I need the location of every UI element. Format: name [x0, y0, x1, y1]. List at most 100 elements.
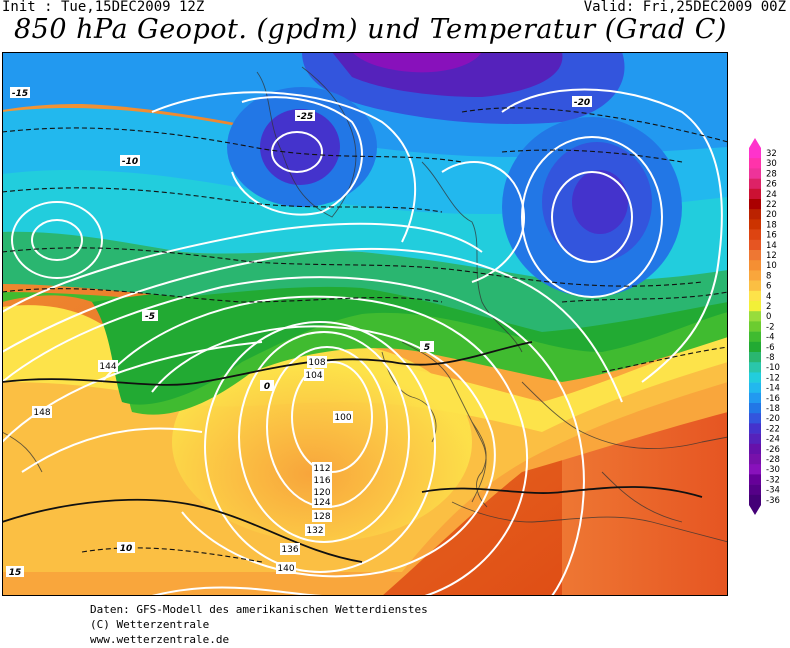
svg-text:116: 116 — [313, 476, 330, 486]
weather-map: 100 104 108 112 116 120 124 128 132 136 … — [2, 52, 728, 596]
svg-text:112: 112 — [313, 464, 330, 474]
legend-label: 2 — [766, 302, 771, 312]
legend-cell — [749, 219, 761, 230]
legend-cell — [749, 484, 761, 496]
legend-cell — [749, 209, 761, 220]
legend-cell — [749, 341, 761, 353]
legend-label: 12 — [766, 251, 777, 261]
legend-cell — [749, 290, 761, 302]
legend-label: 26 — [766, 180, 777, 190]
footer-copyright: (C) Wetterzentrale — [90, 618, 210, 631]
svg-text:-15: -15 — [12, 89, 28, 99]
label-5: 5 — [420, 341, 434, 353]
legend-label: 28 — [766, 169, 777, 179]
svg-text:10: 10 — [120, 544, 133, 554]
label-112: 112 — [312, 462, 332, 474]
legend-label: -14 — [766, 384, 780, 394]
svg-text:-25: -25 — [297, 112, 313, 122]
label-124: 124 — [312, 496, 332, 508]
legend-cell — [749, 148, 761, 159]
legend-cell — [749, 178, 761, 190]
svg-text:148: 148 — [33, 408, 50, 418]
map-title: 850 hPa Geopot. (gpdm) und Temperatur (G… — [14, 14, 727, 45]
svg-text:-10: -10 — [122, 157, 138, 167]
legend-label: -34 — [766, 486, 780, 496]
legend-label: 18 — [766, 220, 777, 230]
legend-cell — [749, 158, 761, 169]
legend-cell — [749, 392, 761, 404]
geopotential-labels: 100 104 108 112 116 120 124 128 132 136 … — [32, 356, 353, 574]
legend-label: 30 — [766, 159, 777, 169]
footer-website[interactable]: www.wetterzentrale.de — [90, 633, 230, 646]
label-136: 136 — [280, 543, 300, 555]
label-minus-5: -5 — [142, 310, 158, 322]
label-144: 144 — [98, 360, 118, 372]
label-minus-10: -10 — [120, 155, 140, 167]
legend-label: -28 — [766, 455, 780, 465]
svg-text:15: 15 — [9, 568, 22, 578]
legend-label: -22 — [766, 424, 780, 434]
legend-label: -20 — [766, 414, 780, 424]
legend-label: -2 — [766, 322, 774, 332]
valid-time: Valid: Fri,25DEC2009 00Z — [583, 0, 786, 15]
temperature-legend: 32302826242220181614121086420-2-4-6-8-10… — [749, 138, 780, 515]
legend-cell — [749, 260, 761, 271]
init-time: Init : Tue,15DEC2009 12Z — [2, 0, 205, 15]
legend-cell — [749, 229, 761, 241]
footer-source: Daten: GFS-Modell des amerikanischen Wet… — [90, 603, 428, 616]
label-10: 10 — [117, 542, 135, 554]
svg-text:132: 132 — [306, 526, 323, 536]
svg-text:124: 124 — [313, 498, 330, 508]
legend-label: 0 — [766, 312, 771, 322]
label-128: 128 — [312, 510, 332, 522]
legend-label: 22 — [766, 200, 777, 210]
legend-cell — [749, 352, 761, 363]
svg-text:104: 104 — [305, 371, 322, 381]
svg-text:144: 144 — [99, 362, 116, 372]
legend-label: -26 — [766, 445, 780, 455]
legend-cell — [749, 474, 761, 485]
svg-text:140: 140 — [277, 564, 294, 574]
legend-cell — [749, 464, 761, 475]
legend-cell — [749, 382, 761, 394]
svg-text:136: 136 — [281, 545, 298, 555]
label-120: 120 — [312, 486, 332, 498]
legend-cell — [749, 321, 761, 332]
legend-label: -6 — [766, 343, 774, 353]
legend-cell — [749, 372, 761, 383]
legend-cell — [749, 331, 761, 343]
temperature-labels: -25 -20 -15 -10 -5 0 5 10 15 — [6, 87, 592, 578]
legend-label: -4 — [766, 333, 774, 343]
legend-label: 14 — [766, 241, 777, 251]
legend-arrow-up — [749, 138, 761, 148]
legend-label: 32 — [766, 149, 777, 159]
svg-text:0: 0 — [264, 382, 270, 392]
legend-cell — [749, 311, 761, 322]
temperature-isotherms — [2, 107, 728, 563]
legend-label: 20 — [766, 210, 777, 220]
legend-cell — [749, 270, 761, 281]
legend-cell — [749, 280, 761, 292]
legend-label: -30 — [766, 465, 780, 475]
legend-cell — [749, 239, 761, 251]
legend-label: 24 — [766, 190, 777, 200]
label-minus-25: -25 — [295, 110, 315, 122]
legend-cell — [749, 250, 761, 261]
label-108: 108 — [307, 356, 327, 368]
legend-label: -24 — [766, 435, 780, 445]
label-104: 104 — [304, 369, 324, 381]
legend-arrow-down — [749, 505, 761, 515]
legend-cell — [749, 362, 761, 373]
svg-text:120: 120 — [313, 488, 330, 498]
legend-cell — [749, 443, 761, 455]
legend-cell — [749, 454, 761, 465]
svg-text:128: 128 — [313, 512, 330, 522]
label-140: 140 — [276, 562, 296, 574]
label-148: 148 — [32, 406, 52, 418]
legend-label: -32 — [766, 475, 780, 485]
svg-text:-5: -5 — [145, 312, 155, 322]
legend-label: -10 — [766, 363, 780, 373]
legend-cell — [749, 413, 761, 424]
legend-cell — [749, 403, 761, 414]
svg-text:-20: -20 — [574, 98, 590, 108]
